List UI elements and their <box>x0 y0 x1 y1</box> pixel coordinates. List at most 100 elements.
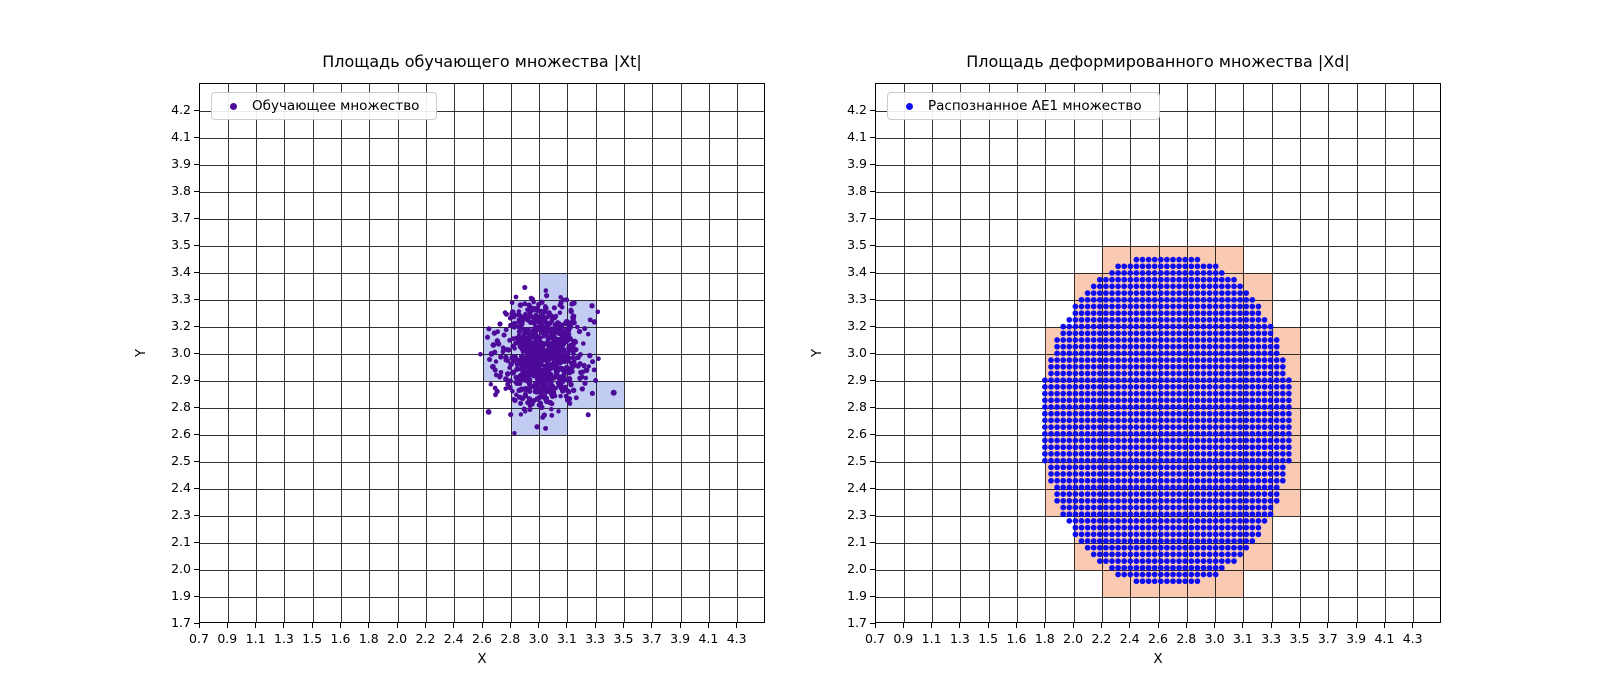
data-point <box>1231 310 1237 317</box>
data-point <box>1194 337 1201 343</box>
data-point <box>1139 276 1146 283</box>
data-point <box>1078 417 1085 424</box>
data-point <box>1243 464 1250 471</box>
data-point <box>1182 350 1189 357</box>
data-point <box>1157 296 1164 303</box>
data-point <box>1279 370 1286 377</box>
data-point <box>562 385 568 392</box>
data-point <box>1121 457 1128 464</box>
data-point <box>1267 477 1274 484</box>
data-point <box>1072 303 1079 310</box>
data-point <box>1084 296 1091 303</box>
data-point <box>1237 350 1243 357</box>
x-tick-mark <box>311 623 313 628</box>
y-tick-mark <box>870 217 875 219</box>
data-point <box>1212 283 1219 290</box>
data-point <box>1096 337 1103 343</box>
grid-line-horizontal <box>200 380 764 382</box>
data-point <box>1133 524 1140 531</box>
data-point <box>1078 357 1085 363</box>
data-point <box>1109 444 1115 451</box>
grid-line-vertical <box>397 84 399 622</box>
data-point <box>1225 404 1231 410</box>
data-point <box>1121 477 1128 484</box>
data-point <box>579 386 585 392</box>
x-tick-label: 1.3 <box>273 631 294 646</box>
data-point <box>558 295 563 300</box>
data-point <box>1176 343 1182 350</box>
data-point <box>523 311 528 317</box>
data-point <box>1054 437 1060 444</box>
data-point <box>493 359 499 364</box>
data-point <box>1249 531 1256 538</box>
data-point <box>1249 491 1256 497</box>
data-point <box>1188 390 1195 397</box>
data-point <box>1273 457 1280 464</box>
data-point <box>1042 417 1048 424</box>
data-point <box>541 341 547 347</box>
data-point <box>1212 491 1219 497</box>
data-point <box>1072 384 1079 390</box>
data-point <box>1133 571 1140 578</box>
data-point <box>1237 504 1243 511</box>
data-point <box>1084 363 1091 370</box>
x-tick-mark <box>1327 623 1329 628</box>
data-point <box>1176 430 1182 437</box>
data-point <box>1145 417 1152 424</box>
data-point <box>1164 558 1170 564</box>
data-point <box>1212 417 1219 424</box>
x-tick-label: 3.1 <box>1232 631 1253 646</box>
data-point <box>567 370 572 376</box>
data-point <box>1194 357 1201 363</box>
data-point <box>1218 276 1225 283</box>
data-point <box>518 400 524 406</box>
data-point <box>1139 477 1146 484</box>
data-point <box>1176 323 1182 330</box>
data-point <box>1188 558 1195 564</box>
data-point <box>1206 384 1213 390</box>
data-point <box>1261 518 1268 524</box>
data-point <box>1182 424 1189 430</box>
data-point <box>1218 417 1225 424</box>
data-point <box>1054 404 1060 410</box>
data-point <box>1255 350 1262 357</box>
grid-line-vertical <box>369 84 371 622</box>
data-point <box>1139 290 1146 296</box>
data-point <box>1048 390 1054 397</box>
data-point <box>1127 484 1134 491</box>
data-point <box>1176 350 1182 357</box>
data-point <box>1078 504 1085 511</box>
grid-line-horizontal <box>200 245 764 247</box>
data-point <box>1200 377 1207 384</box>
data-point <box>1151 524 1158 531</box>
data-point <box>1182 410 1189 417</box>
data-point <box>1133 451 1140 457</box>
data-point <box>1072 531 1079 538</box>
data-point <box>1096 357 1103 363</box>
data-point <box>1157 377 1164 384</box>
data-point <box>1194 263 1201 270</box>
data-point <box>1231 276 1237 283</box>
data-point <box>1170 290 1176 296</box>
data-point <box>1261 457 1268 464</box>
data-point <box>1164 424 1170 430</box>
data-point <box>1243 417 1250 424</box>
plot-title: Площадь деформированного множества |Xd| <box>966 52 1350 71</box>
data-point <box>532 384 539 391</box>
data-point <box>1261 430 1268 437</box>
data-point <box>1151 256 1158 263</box>
data-point <box>1060 397 1067 404</box>
data-point <box>1121 564 1128 571</box>
grid-line-horizontal <box>200 191 764 193</box>
data-point <box>1243 497 1250 504</box>
data-point <box>1188 430 1195 437</box>
data-point <box>1157 404 1164 410</box>
data-point <box>1237 464 1243 471</box>
data-point <box>1188 256 1195 263</box>
data-point <box>1206 511 1213 518</box>
data-point <box>1218 404 1225 410</box>
data-point <box>1182 296 1189 303</box>
y-tick-label: 3.8 <box>847 183 867 198</box>
data-point <box>549 401 555 407</box>
data-point <box>1090 531 1097 538</box>
